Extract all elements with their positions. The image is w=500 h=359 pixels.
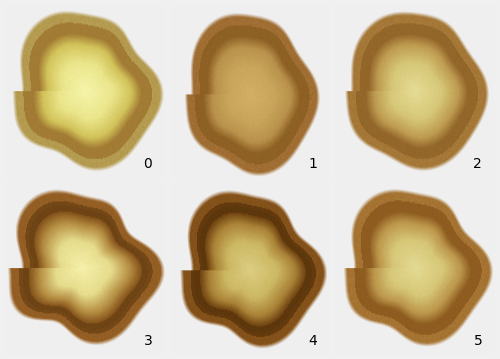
Text: 4: 4 [308, 335, 317, 349]
Text: 5: 5 [474, 335, 482, 349]
Text: 3: 3 [144, 335, 152, 349]
Text: 2: 2 [474, 157, 482, 171]
Text: 1: 1 [308, 157, 317, 171]
Text: 0: 0 [144, 157, 152, 171]
